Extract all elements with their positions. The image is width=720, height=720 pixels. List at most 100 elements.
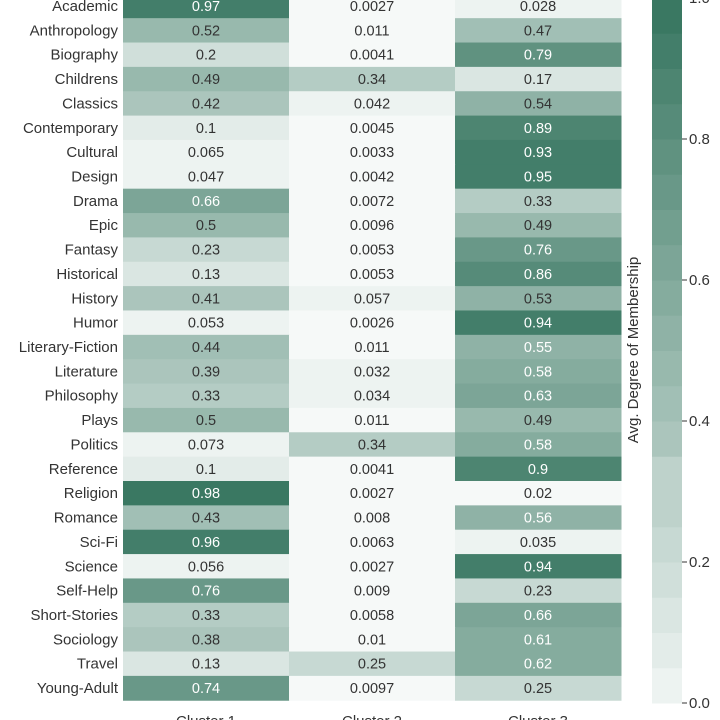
heatmap-cell [123,66,290,92]
heatmap-cell [455,18,622,44]
heatmap-cell [123,627,290,653]
column-label: Cluster 3 [508,713,568,720]
row-label: Childrens [55,71,118,88]
colorbar-segment [652,526,682,563]
heatmap-cell [455,675,622,701]
cell-value-label: 0.94 [524,559,552,575]
heatmap-cell [455,115,622,141]
heatmap-cell [123,359,290,385]
heatmap-cell [455,213,622,238]
cell-value-label: 0.9 [528,462,548,478]
heatmap-cell [455,0,622,19]
row-label: Philosophy [45,388,119,405]
heatmap-cell [289,334,456,360]
heatmap-cell [123,481,290,506]
heatmap-cell [123,407,290,433]
colorbar-segment [652,209,682,246]
cell-value-label: 0.2 [196,48,216,64]
cell-value-label: 0.073 [188,437,224,453]
cell-value-label: 0.56 [524,511,552,527]
colorbar-segment [652,597,682,633]
heatmap-cell [123,237,290,263]
cell-value-label: 0.49 [524,218,552,234]
heatmap-cell [289,164,456,190]
colorbar-tick-label: 0.4 [689,413,710,430]
cell-value-label: 0.053 [188,316,224,332]
cell-value-label: 0.97 [192,0,220,15]
cell-value-label: 0.43 [192,511,220,527]
cell-value-label: 0.47 [524,23,552,39]
heatmap-cell [455,481,622,506]
cell-value-label: 0.011 [354,340,389,356]
heatmap-cell [455,237,622,263]
cell-value-label: 0.76 [192,584,220,600]
colorbar-segment [652,315,682,351]
row-label: Young-Adult [37,680,119,697]
cell-value-label: 0.028 [520,0,556,15]
row-label: History [71,290,118,307]
heatmap-cell [455,91,622,117]
heatmap-cell [123,188,290,214]
colorbar-segment [652,562,682,598]
colorbar-tick-label: 0.0 [689,695,710,712]
heatmap-cell [455,578,622,604]
cell-value-label: 0.38 [192,632,220,648]
heatmap-cells: 0.97 0.0027 0.028 0.52 0.011 0.47 0.2 0.0041 0.7… [123,0,622,701]
heatmap-cell [289,359,456,385]
cell-value-label: 0.0053 [350,243,394,259]
heatmap-cell [289,456,456,482]
heatmap-cell [123,383,290,409]
cell-value-label: 0.55 [524,340,552,356]
cell-value-label: 0.58 [524,364,552,380]
heatmap-cell [123,261,290,287]
heatmap-cell [289,432,456,458]
row-label: Epic [89,217,119,234]
row-label: Literary-Fiction [19,339,118,356]
colorbar-segment [652,103,682,140]
heatmap-cell [455,310,622,336]
heatmap-cell [289,554,456,579]
heatmap-cell [123,164,290,190]
heatmap-cell [289,42,456,68]
heatmap-cell [123,602,290,628]
colorbar-tick-label: 0.8 [689,131,710,148]
row-label: Humor [73,315,118,332]
cell-value-label: 0.0045 [350,121,394,137]
row-labels: Academic Anthropology Biography Childrens Cl… [19,0,119,697]
cell-value-label: 0.5 [196,218,216,234]
heatmap-cell [289,115,456,141]
cell-value-label: 0.0033 [350,145,394,161]
heatmap-cell [455,407,622,433]
heatmap-cell [123,432,290,458]
row-label: Religion [64,485,118,502]
heatmap-cell [123,42,290,68]
cell-value-label: 0.86 [524,267,552,283]
cell-value-label: 0.95 [524,170,552,186]
row-label: Science [65,558,118,575]
cell-value-label: 0.0027 [350,0,394,15]
heatmap-cell [289,0,456,19]
heatmap-cell [289,675,456,701]
heatmap-cell [123,310,290,336]
cell-value-label: 0.009 [354,584,390,600]
heatmap-cell [455,359,622,385]
heatmap-cell [289,237,456,263]
cell-value-label: 0.13 [192,267,220,283]
colorbar-segment [652,68,682,105]
column-label: Cluster 2 [342,713,402,720]
column-label: Cluster 1 [176,713,236,720]
cell-value-label: 0.0063 [350,535,394,551]
cell-value-label: 0.53 [524,291,552,307]
column-labels: Cluster 1 Cluster 2 Cluster 3 [176,713,568,720]
cell-value-label: 0.02 [524,486,552,502]
cell-value-label: 0.056 [188,559,224,575]
cell-value-label: 0.0072 [350,194,394,210]
row-label: Drama [73,193,119,210]
cell-value-label: 0.79 [524,48,552,64]
cell-value-label: 0.25 [524,681,552,697]
row-label: Reference [49,461,118,478]
row-label: Plays [81,412,118,429]
cell-value-label: 0.0042 [350,170,394,186]
heatmap-cell [123,529,290,555]
cell-value-label: 0.93 [524,145,552,161]
